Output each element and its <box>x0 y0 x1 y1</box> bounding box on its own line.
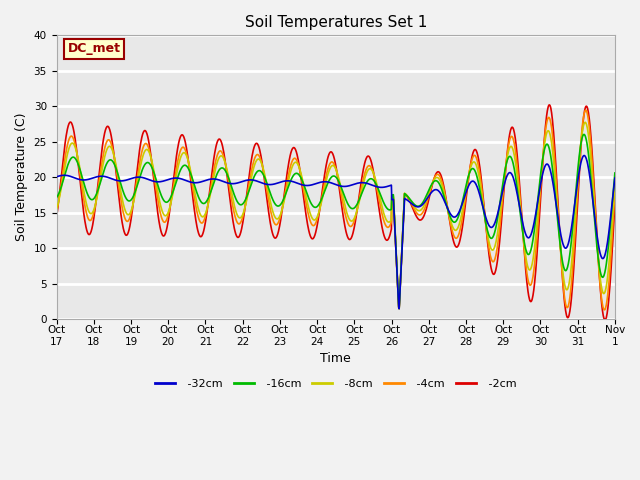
X-axis label: Time: Time <box>321 352 351 365</box>
Title: Soil Temperatures Set 1: Soil Temperatures Set 1 <box>244 15 427 30</box>
Text: DC_met: DC_met <box>68 42 121 55</box>
Legend:  -32cm,  -16cm,  -8cm,  -4cm,  -2cm: -32cm, -16cm, -8cm, -4cm, -2cm <box>151 374 520 393</box>
Y-axis label: Soil Temperature (C): Soil Temperature (C) <box>15 113 28 241</box>
